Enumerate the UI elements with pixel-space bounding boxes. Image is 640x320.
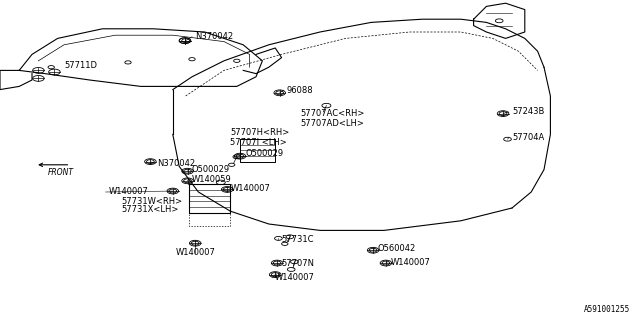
Text: 57707H<RH>: 57707H<RH> — [230, 128, 290, 137]
Text: W140007: W140007 — [175, 248, 215, 257]
Text: O500029: O500029 — [192, 165, 230, 174]
Text: A591001255: A591001255 — [584, 305, 630, 314]
Text: 57731C: 57731C — [282, 236, 314, 244]
Text: 96088: 96088 — [287, 86, 314, 95]
Text: 57731W<RH>: 57731W<RH> — [122, 197, 183, 206]
Text: W140007: W140007 — [390, 258, 430, 267]
Text: W140007: W140007 — [230, 184, 270, 193]
Text: 57704A: 57704A — [512, 133, 544, 142]
Text: N370042: N370042 — [157, 159, 195, 168]
Text: 57707I <LH>: 57707I <LH> — [230, 138, 287, 147]
Text: W140059: W140059 — [192, 175, 232, 184]
Text: W140007: W140007 — [109, 188, 148, 196]
Text: W140007: W140007 — [275, 273, 315, 282]
Text: 57707AD<LH>: 57707AD<LH> — [301, 119, 365, 128]
Text: 57731X<LH>: 57731X<LH> — [122, 205, 179, 214]
Text: O500029: O500029 — [245, 149, 284, 158]
Text: 57707N: 57707N — [282, 260, 315, 268]
Text: FRONT: FRONT — [48, 168, 74, 177]
Text: 57243B: 57243B — [512, 108, 545, 116]
Text: 57707AC<RH>: 57707AC<RH> — [301, 109, 365, 118]
Text: O560042: O560042 — [378, 244, 416, 253]
Text: 57711D: 57711D — [64, 61, 97, 70]
Text: N370042: N370042 — [195, 32, 234, 41]
